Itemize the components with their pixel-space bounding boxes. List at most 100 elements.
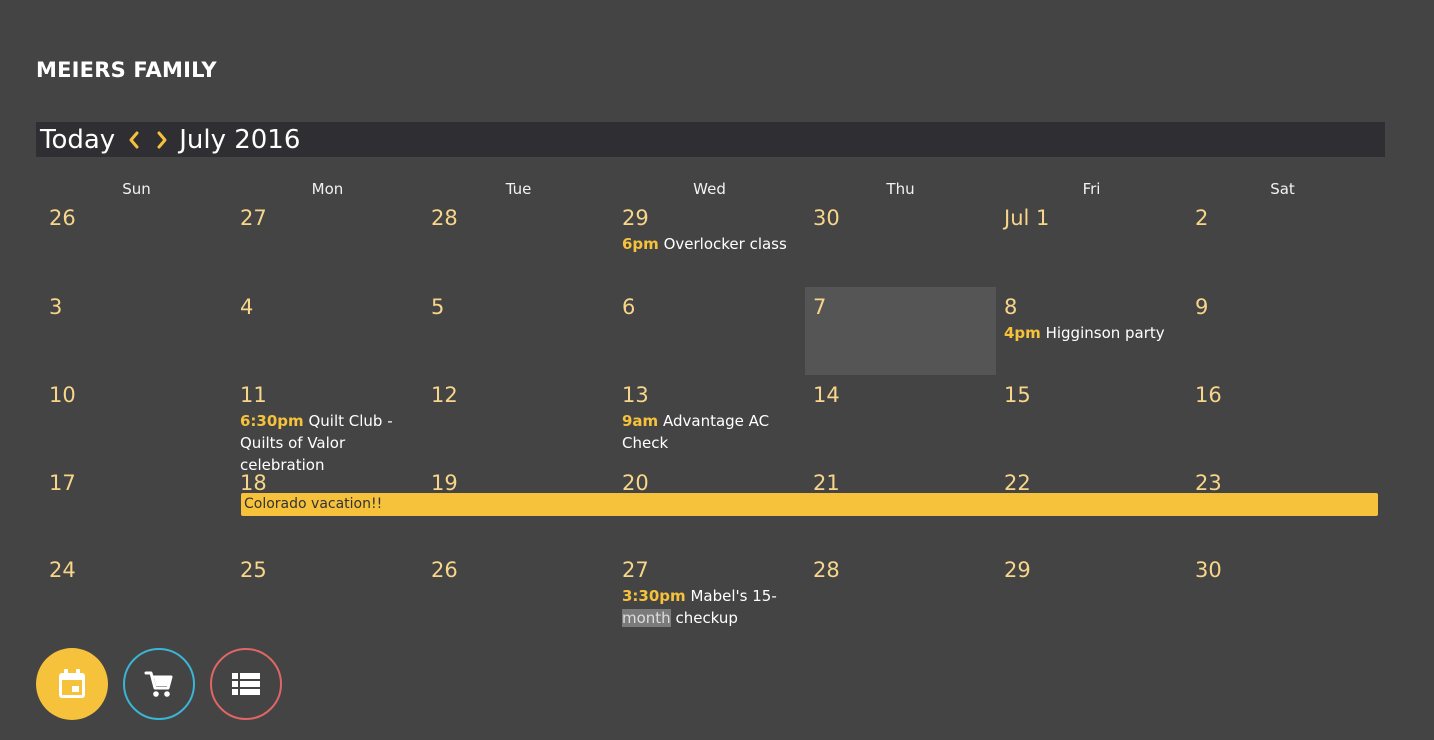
day-cell[interactable]: 29	[996, 550, 1187, 630]
prev-month-button[interactable]	[123, 125, 145, 155]
calendar-event[interactable]: 6:30pm Quilt Club - Quilts of Valor cele…	[240, 410, 422, 476]
day-cell[interactable]: 3	[41, 287, 232, 375]
event-title: Advantage AC Check	[622, 412, 770, 452]
day-number: 5	[431, 295, 445, 319]
family-title: MEIERS FAMILY	[36, 58, 217, 82]
day-cell[interactable]: 29 6pm Overlocker class	[614, 198, 805, 287]
day-number: 11	[240, 383, 267, 407]
day-cell[interactable]: 28	[423, 198, 614, 287]
day-cell[interactable]: 17	[41, 463, 232, 550]
chevron-left-icon	[129, 131, 139, 148]
day-number: 25	[240, 558, 267, 582]
day-number: Jul 1	[1004, 206, 1050, 230]
weekday-thu: Thu	[886, 180, 915, 198]
day-cell[interactable]: 18	[232, 463, 423, 550]
day-cell[interactable]: 26	[41, 198, 232, 287]
day-number: 8	[1004, 295, 1018, 319]
bottom-action-bar	[36, 648, 297, 720]
day-number: 24	[49, 558, 76, 582]
day-number: 30	[1195, 558, 1222, 582]
day-number: 13	[622, 383, 649, 407]
day-number: 4	[240, 295, 254, 319]
event-time: 9am	[622, 412, 659, 430]
day-number: 26	[431, 558, 458, 582]
calendar-event[interactable]: 4pm Higginson party	[1004, 322, 1186, 344]
day-cell[interactable]: 15	[996, 375, 1187, 463]
cart-button[interactable]	[123, 648, 195, 720]
event-title: checkup	[670, 609, 738, 627]
day-cell[interactable]: 12	[423, 375, 614, 463]
day-cell[interactable]: 9	[1187, 287, 1378, 375]
calendar-event[interactable]: 9am Advantage AC Check	[622, 410, 804, 454]
day-number: 10	[49, 383, 76, 407]
day-cell[interactable]: 2	[1187, 198, 1378, 287]
day-cell[interactable]: 20	[614, 463, 805, 550]
calendar-toolbar: Today July 2016	[36, 122, 1385, 157]
day-number: 16	[1195, 383, 1222, 407]
event-title: Overlocker class	[663, 235, 787, 253]
day-number: 2	[1195, 206, 1209, 230]
day-cell[interactable]: 26	[423, 550, 614, 630]
day-cell[interactable]: 23	[1187, 463, 1378, 550]
event-title: Quilt Club - Quilts of Valor celebration	[240, 412, 393, 474]
event-title: Mabel's 15-	[690, 587, 777, 605]
day-cell[interactable]: 5	[423, 287, 614, 375]
day-cell[interactable]: 16	[1187, 375, 1378, 463]
day-cell[interactable]: 25	[232, 550, 423, 630]
day-cell[interactable]: 27	[232, 198, 423, 287]
day-cell[interactable]: 24	[41, 550, 232, 630]
day-number: 30	[813, 206, 840, 230]
day-number: 26	[49, 206, 76, 230]
calendar-week: 3 4 5 6 7 8 4pm Higginson party 9	[41, 287, 1378, 375]
day-number: 27	[622, 558, 649, 582]
calendar-grid: 26 27 28 29 6pm Overlocker class 30 Jul …	[41, 198, 1378, 630]
multi-day-event-banner[interactable]: Colorado vacation!!	[241, 493, 1378, 516]
calendar-week: 26 27 28 29 6pm Overlocker class 30 Jul …	[41, 198, 1378, 287]
day-number: 7	[813, 295, 827, 319]
event-title: Higginson party	[1045, 324, 1165, 342]
today-button[interactable]: Today	[40, 124, 116, 155]
day-number: 28	[431, 206, 458, 230]
day-cell[interactable]: 10	[41, 375, 232, 463]
day-number: 3	[49, 295, 63, 319]
event-time: 6:30pm	[240, 412, 304, 430]
day-number: 28	[813, 558, 840, 582]
day-cell[interactable]: 27 3:30pm Mabel's 15- month checkup	[614, 550, 805, 630]
day-number: 21	[813, 471, 840, 495]
day-cell[interactable]: 4	[232, 287, 423, 375]
day-number: 9	[1195, 295, 1209, 319]
day-cell[interactable]: 30	[805, 198, 996, 287]
day-cell[interactable]: 8 4pm Higginson party	[996, 287, 1187, 375]
day-cell[interactable]: 28	[805, 550, 996, 630]
weekday-mon: Mon	[311, 180, 344, 198]
calendar-button[interactable]	[36, 648, 108, 720]
event-time: 4pm	[1004, 324, 1041, 342]
day-cell[interactable]: 19	[423, 463, 614, 550]
day-number: 22	[1004, 471, 1031, 495]
weekday-sun: Sun	[122, 180, 151, 198]
day-cell[interactable]: 22	[996, 463, 1187, 550]
day-cell[interactable]: 21	[805, 463, 996, 550]
day-number: 17	[49, 471, 76, 495]
day-cell[interactable]: 13 9am Advantage AC Check	[614, 375, 805, 463]
day-number: 23	[1195, 471, 1222, 495]
day-cell[interactable]: 14	[805, 375, 996, 463]
day-number: 18	[240, 471, 267, 495]
calendar-week: 17 18 19 20 21 22 23	[41, 463, 1378, 550]
calendar-event[interactable]: 3:30pm Mabel's 15- month checkup	[622, 585, 804, 629]
list-icon	[232, 673, 260, 695]
month-label: July 2016	[179, 124, 301, 155]
day-cell[interactable]: 30	[1187, 550, 1378, 630]
day-cell[interactable]: Jul 1	[996, 198, 1187, 287]
day-number: 20	[622, 471, 649, 495]
weekday-sat: Sat	[1270, 180, 1295, 198]
day-cell-today[interactable]: 7	[805, 287, 996, 375]
calendar-event[interactable]: 6pm Overlocker class	[622, 233, 804, 255]
day-cell[interactable]: 11 6:30pm Quilt Club - Quilts of Valor c…	[232, 375, 423, 474]
calendar-icon	[59, 669, 85, 698]
list-button[interactable]	[210, 648, 282, 720]
cart-icon	[144, 671, 173, 697]
next-month-button[interactable]	[151, 125, 173, 155]
day-cell[interactable]: 6	[614, 287, 805, 375]
day-number: 12	[431, 383, 458, 407]
